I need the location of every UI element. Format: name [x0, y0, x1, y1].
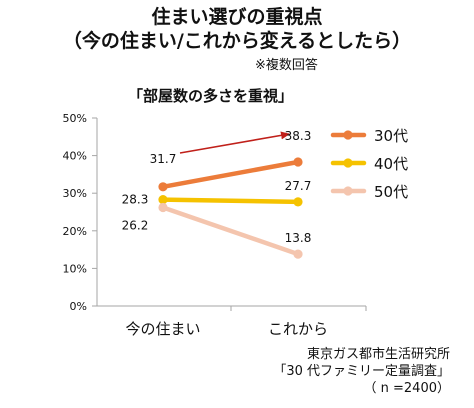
data-point: [158, 182, 168, 192]
legend-swatch-marker: [343, 186, 353, 196]
trend-arrow: [179, 131, 290, 154]
y-tick-label: 50%: [63, 112, 87, 125]
data-point: [293, 197, 303, 207]
y-tick-label: 20%: [63, 225, 87, 238]
data-label: 27.7: [285, 179, 312, 193]
y-tick-label: 10%: [63, 262, 87, 275]
y-tick-label: 40%: [63, 150, 87, 163]
chart-subtitle: 「部屋数の多さを重視」: [128, 87, 294, 105]
x-tick-label: 今の住まい: [125, 320, 200, 338]
y-tick-label: 30%: [63, 187, 87, 200]
series-line: [160, 205, 301, 257]
legend-swatch-marker: [343, 158, 353, 168]
sample-size: （ n =2400）: [363, 381, 450, 396]
series-line: [160, 159, 301, 190]
data-label: 31.7: [150, 152, 177, 166]
data-label: 28.3: [122, 193, 149, 207]
legend-label: 50代: [374, 183, 408, 201]
legend-label: 40代: [374, 155, 408, 173]
legend-swatch-marker: [343, 130, 353, 140]
chart-title: 住まい選びの重視点: [151, 6, 323, 28]
source-survey: 「30 代ファミリー定量調査」: [273, 364, 450, 379]
chart-title-line2: （今の住まい/これから変えるとしたら）: [62, 30, 412, 52]
y-tick-label: 0%: [70, 300, 87, 313]
data-point: [158, 194, 168, 205]
data-label: 38.3: [285, 129, 312, 143]
multiple-answer-note: ※複数回答: [255, 58, 318, 73]
data-point: [293, 249, 303, 259]
data-point: [158, 202, 168, 213]
series-line: [160, 197, 301, 205]
data-label: 26.2: [122, 218, 149, 232]
data-label: 13.8: [285, 231, 312, 245]
source-org: 東京ガス都市生活研究所: [306, 347, 450, 362]
data-point: [293, 157, 303, 167]
legend-label: 30代: [374, 127, 408, 145]
x-tick-label: これから: [268, 320, 328, 338]
